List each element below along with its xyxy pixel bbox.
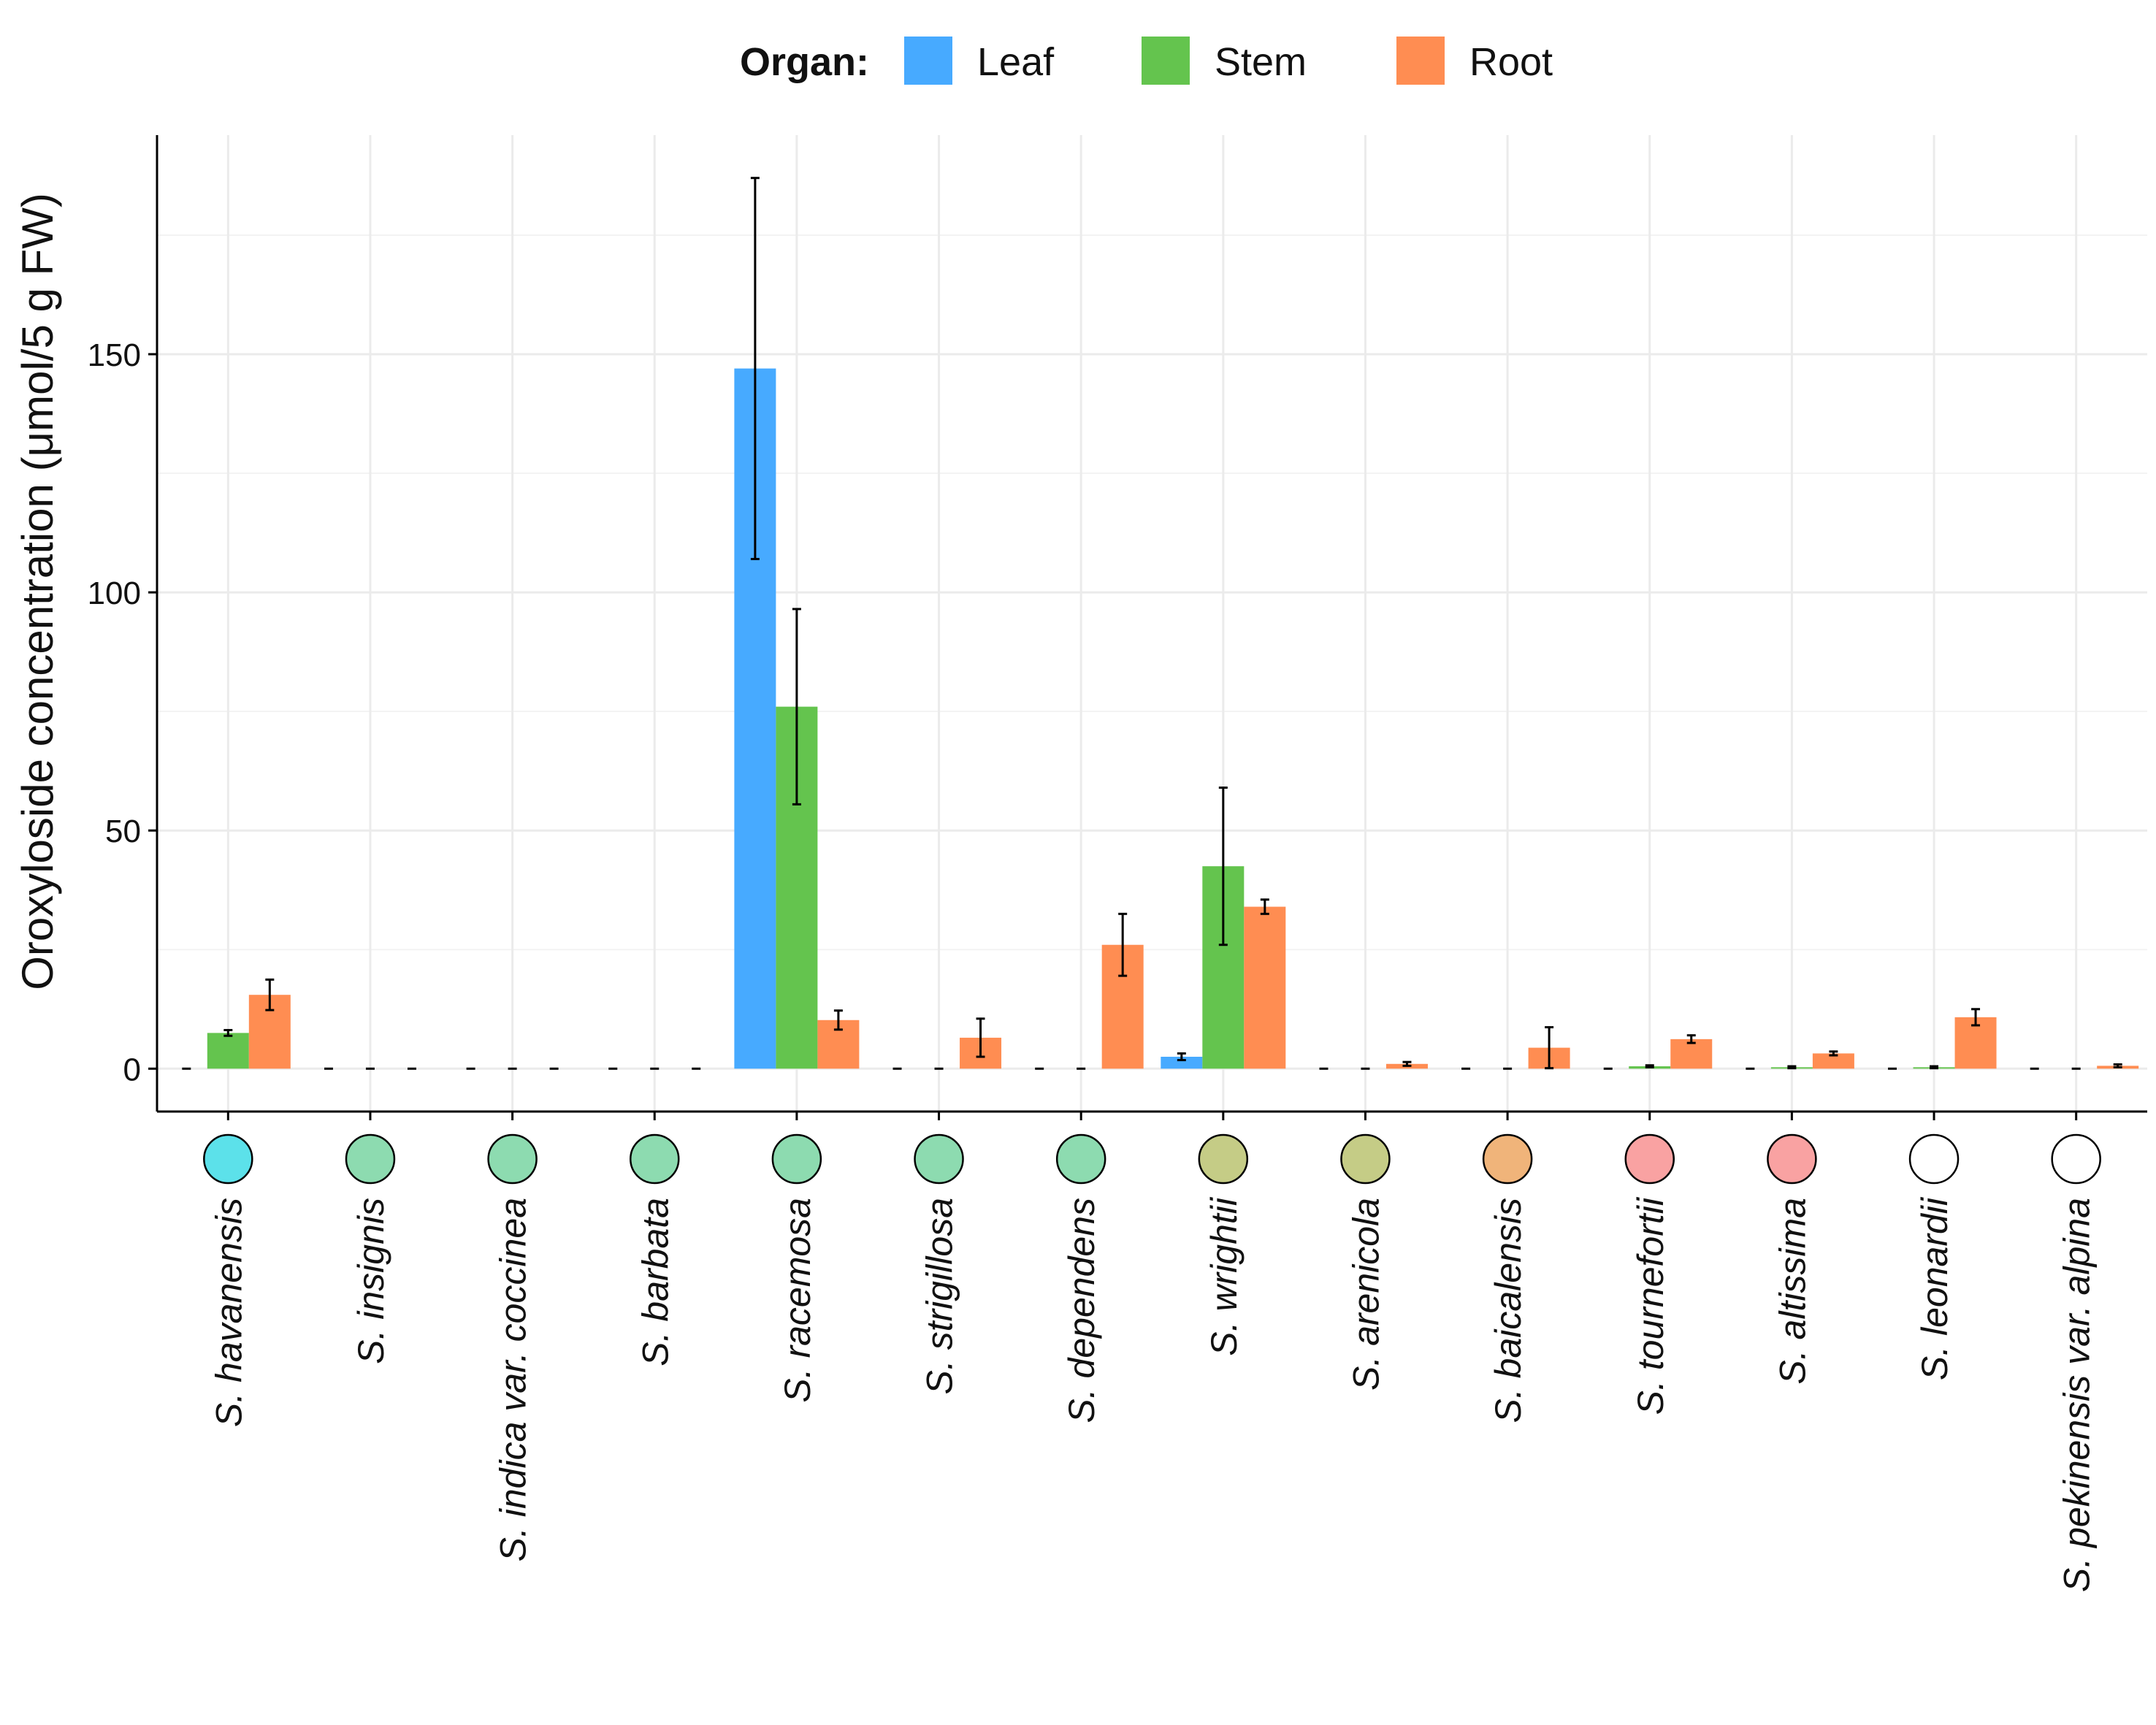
legend: Organ: Leaf Stem Root — [740, 37, 1553, 85]
bar — [1670, 1039, 1713, 1069]
category-label: S. altissima — [1772, 1198, 1813, 1385]
y-tick-label: 100 — [88, 575, 141, 611]
category-label: S. wrightii — [1204, 1196, 1245, 1356]
legend-label: Root — [1469, 40, 1553, 84]
y-tick-label: 150 — [88, 337, 141, 373]
category-label: S. dependens — [1061, 1198, 1102, 1423]
y-tick-label: 50 — [105, 814, 141, 849]
axes: Oroxyloside concentration (μmol/5 g FW) … — [13, 135, 2147, 1120]
category-marker — [1624, 1133, 1675, 1185]
category-label: S. barbata — [635, 1198, 676, 1366]
y-tick-label: 0 — [123, 1052, 141, 1087]
legend-swatch — [1396, 37, 1445, 85]
category-label: S. indica var. coccinea — [493, 1198, 534, 1561]
category-marker — [1055, 1133, 1106, 1185]
legend-swatch — [904, 37, 952, 85]
category-marker — [487, 1133, 538, 1185]
category-label: S. baicalensis — [1488, 1198, 1529, 1423]
category-label: S. havanensis — [208, 1198, 249, 1427]
category-marker — [2051, 1133, 2101, 1185]
legend-title: Organ: — [740, 40, 869, 84]
category-marker — [1767, 1133, 1817, 1185]
category-marker — [1908, 1133, 1960, 1185]
category-label: S. strigillosa — [920, 1198, 960, 1395]
legend-label: Stem — [1215, 40, 1307, 84]
category-marker — [1340, 1133, 1391, 1185]
category-marker — [345, 1133, 396, 1185]
category-label: S. insignis — [351, 1198, 391, 1364]
category-label: S. arenicola — [1345, 1198, 1386, 1391]
bar — [1161, 1056, 1203, 1069]
bar — [207, 1033, 249, 1069]
bar — [1812, 1053, 1854, 1069]
y-axis-label: Oroxyloside concentration (μmol/5 g FW) — [13, 193, 62, 990]
category-label: S. racemosa — [777, 1198, 818, 1403]
category-label: S. leonardii — [1914, 1196, 1955, 1380]
bar — [1244, 906, 1286, 1069]
category-label: S. pekinensis var. alpina — [2057, 1198, 2098, 1592]
legend-swatch — [1142, 37, 1190, 85]
category-label: S. tournefortii — [1630, 1196, 1671, 1415]
category-marker — [771, 1133, 822, 1185]
category-marker — [1198, 1133, 1249, 1185]
legend-label: Leaf — [977, 40, 1055, 84]
category-marker — [1482, 1133, 1533, 1185]
grid — [157, 135, 2147, 1112]
category-marker — [203, 1133, 253, 1185]
category-labels: S. havanensis S. insignis S. indica var. c… — [208, 1196, 2097, 1592]
category-markers — [203, 1133, 2101, 1185]
category-marker — [630, 1133, 680, 1185]
bars — [182, 177, 2139, 1070]
category-marker — [914, 1133, 964, 1185]
